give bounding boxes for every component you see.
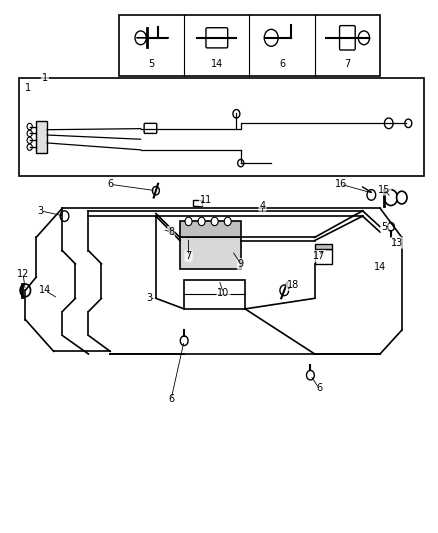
Text: 10: 10 <box>217 288 230 298</box>
Circle shape <box>233 110 240 118</box>
Circle shape <box>198 217 205 225</box>
Bar <box>119 14 380 76</box>
Text: 3: 3 <box>146 293 152 303</box>
Circle shape <box>135 31 146 45</box>
Circle shape <box>358 31 370 45</box>
FancyBboxPatch shape <box>206 28 228 48</box>
Bar <box>315 249 332 264</box>
Bar <box>193 200 201 206</box>
Circle shape <box>388 222 394 231</box>
Text: 14: 14 <box>39 285 51 295</box>
Text: 18: 18 <box>287 280 299 290</box>
Circle shape <box>27 144 32 150</box>
Circle shape <box>27 130 32 136</box>
Text: 5: 5 <box>381 222 388 232</box>
Circle shape <box>307 370 314 380</box>
Bar <box>180 221 241 237</box>
Text: 7: 7 <box>185 251 192 261</box>
FancyBboxPatch shape <box>144 123 157 133</box>
Text: 3: 3 <box>38 206 44 216</box>
Text: 1: 1 <box>25 83 32 93</box>
Circle shape <box>27 137 32 143</box>
Text: 6: 6 <box>168 394 174 404</box>
Circle shape <box>396 191 407 204</box>
Circle shape <box>211 217 218 225</box>
Text: 5: 5 <box>148 59 155 69</box>
Circle shape <box>20 284 31 297</box>
Text: 4: 4 <box>259 200 265 211</box>
Circle shape <box>180 336 188 345</box>
Circle shape <box>280 285 289 296</box>
Bar <box>19 78 424 176</box>
Circle shape <box>185 217 192 225</box>
Text: 6: 6 <box>316 383 322 393</box>
Circle shape <box>152 187 159 195</box>
Text: 6: 6 <box>107 179 113 189</box>
Bar <box>36 120 47 152</box>
Text: 14: 14 <box>211 59 223 69</box>
Text: 15: 15 <box>378 184 391 195</box>
Bar <box>184 280 245 309</box>
Text: 1: 1 <box>42 73 48 83</box>
Text: 11: 11 <box>200 195 212 205</box>
Circle shape <box>224 217 231 225</box>
Circle shape <box>27 123 32 130</box>
Circle shape <box>385 118 393 128</box>
Text: 13: 13 <box>391 238 403 248</box>
Text: 17: 17 <box>313 251 325 261</box>
Text: 12: 12 <box>17 270 29 279</box>
FancyBboxPatch shape <box>339 26 355 50</box>
Text: 7: 7 <box>344 59 350 69</box>
Text: 6: 6 <box>279 59 285 69</box>
Circle shape <box>367 190 376 200</box>
Circle shape <box>264 29 278 46</box>
Text: 9: 9 <box>238 259 244 269</box>
Text: 14: 14 <box>374 262 386 271</box>
Circle shape <box>405 119 412 127</box>
Circle shape <box>238 159 244 167</box>
Text: 16: 16 <box>335 179 347 189</box>
Bar <box>180 237 241 269</box>
Text: 8: 8 <box>168 227 174 237</box>
Circle shape <box>385 190 397 206</box>
Bar <box>315 244 332 249</box>
Circle shape <box>60 211 69 221</box>
